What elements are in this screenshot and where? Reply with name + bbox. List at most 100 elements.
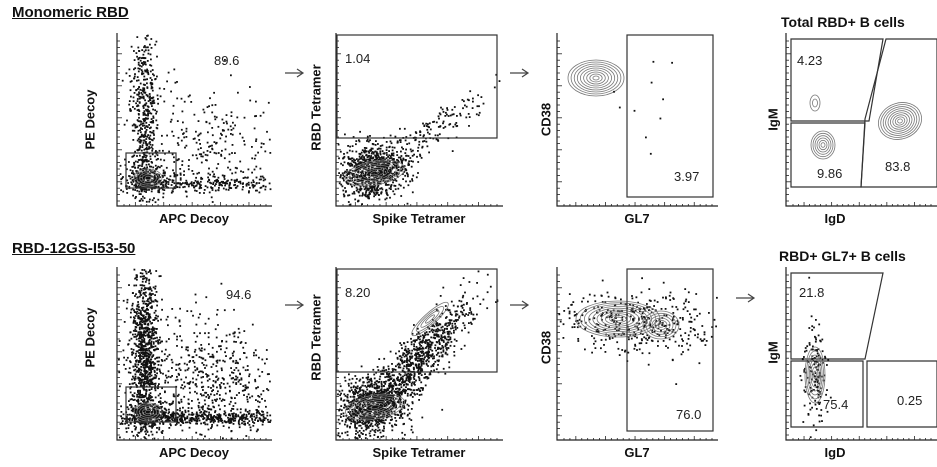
event-dot bbox=[148, 278, 151, 281]
event-dot bbox=[190, 419, 193, 422]
event-dot bbox=[139, 368, 142, 371]
event-dot bbox=[351, 179, 354, 182]
event-dot bbox=[139, 360, 142, 363]
event-dot bbox=[400, 166, 403, 169]
event-dot bbox=[246, 398, 249, 401]
event-dot bbox=[152, 341, 155, 344]
event-dot bbox=[230, 129, 233, 131]
event-dot bbox=[187, 185, 190, 188]
event-dot bbox=[204, 435, 206, 438]
event-dot bbox=[348, 149, 351, 152]
event-dot bbox=[153, 369, 156, 372]
event-dot bbox=[196, 335, 199, 338]
event-dot bbox=[366, 388, 369, 391]
event-dot bbox=[145, 279, 148, 281]
event-dot bbox=[161, 360, 164, 362]
contour-line bbox=[133, 168, 163, 188]
contour-line bbox=[589, 73, 603, 83]
event-dot bbox=[134, 150, 136, 153]
event-dot bbox=[144, 426, 147, 428]
event-dot bbox=[200, 406, 203, 409]
event-dot bbox=[140, 426, 143, 429]
event-dot bbox=[353, 192, 356, 195]
event-dot bbox=[145, 154, 148, 157]
event-dot bbox=[119, 436, 121, 439]
event-dot bbox=[135, 126, 138, 128]
event-dot bbox=[136, 278, 138, 281]
gate bbox=[125, 386, 177, 423]
event-dot bbox=[151, 199, 154, 202]
event-dot bbox=[148, 334, 151, 337]
event-dot bbox=[143, 275, 145, 277]
event-dot bbox=[232, 121, 234, 124]
event-dot bbox=[390, 142, 393, 145]
event-dot bbox=[154, 409, 156, 412]
event-dot bbox=[151, 139, 154, 142]
event-dot bbox=[414, 131, 417, 133]
event-dot bbox=[132, 194, 134, 197]
event-dot bbox=[216, 386, 218, 389]
event-dot bbox=[139, 136, 142, 138]
event-dot bbox=[264, 188, 267, 191]
contour-line bbox=[887, 110, 913, 132]
event-dot bbox=[233, 179, 236, 182]
event-dot bbox=[385, 189, 388, 192]
event-dot bbox=[209, 181, 211, 184]
event-dot bbox=[377, 194, 380, 196]
event-dot bbox=[170, 415, 173, 418]
event-dot bbox=[164, 408, 167, 411]
event-dot bbox=[238, 331, 241, 334]
event-dot bbox=[143, 403, 146, 406]
event-dot bbox=[204, 403, 207, 406]
event-dot bbox=[401, 162, 403, 165]
event-dot bbox=[181, 429, 184, 432]
event-dot bbox=[131, 304, 134, 307]
event-dot bbox=[162, 372, 164, 375]
event-dot bbox=[150, 370, 153, 373]
contour-line bbox=[357, 165, 393, 181]
event-dot bbox=[142, 340, 144, 342]
event-dot bbox=[136, 385, 138, 387]
event-dot bbox=[225, 181, 227, 184]
event-dot bbox=[214, 411, 216, 414]
event-dot bbox=[140, 343, 143, 346]
event-dot bbox=[211, 104, 214, 107]
event-dot bbox=[197, 417, 200, 420]
event-dot bbox=[338, 157, 340, 160]
event-dot bbox=[127, 371, 130, 374]
event-dot bbox=[135, 89, 138, 91]
event-dot bbox=[143, 355, 146, 358]
event-dot bbox=[148, 371, 151, 374]
event-dot bbox=[344, 191, 347, 193]
event-dot bbox=[478, 105, 480, 108]
event-dot bbox=[234, 166, 237, 169]
event-dot bbox=[141, 414, 144, 416]
event-dot bbox=[149, 131, 152, 133]
event-dot bbox=[168, 417, 171, 419]
event-dot bbox=[355, 150, 358, 153]
event-dot bbox=[222, 359, 225, 362]
event-dot bbox=[173, 161, 176, 163]
event-dot bbox=[379, 145, 382, 147]
event-dot bbox=[239, 180, 242, 183]
event-dot bbox=[139, 326, 142, 329]
event-dot bbox=[258, 182, 261, 184]
event-dot bbox=[369, 187, 372, 189]
event-dot bbox=[262, 411, 264, 413]
event-dot bbox=[345, 414, 348, 417]
event-dot bbox=[148, 297, 151, 300]
event-dot bbox=[176, 142, 179, 144]
event-dot bbox=[203, 417, 205, 419]
event-dot bbox=[223, 399, 226, 401]
event-dot bbox=[245, 415, 248, 418]
event-dot bbox=[364, 187, 367, 190]
event-dot bbox=[354, 169, 357, 172]
event-dot bbox=[154, 337, 156, 340]
contour-line bbox=[810, 130, 836, 160]
event-dot bbox=[388, 172, 391, 174]
event-dot bbox=[200, 349, 203, 352]
event-dot bbox=[201, 414, 203, 417]
event-dot bbox=[184, 369, 187, 372]
event-dot bbox=[249, 99, 252, 102]
event-dot bbox=[143, 366, 145, 369]
